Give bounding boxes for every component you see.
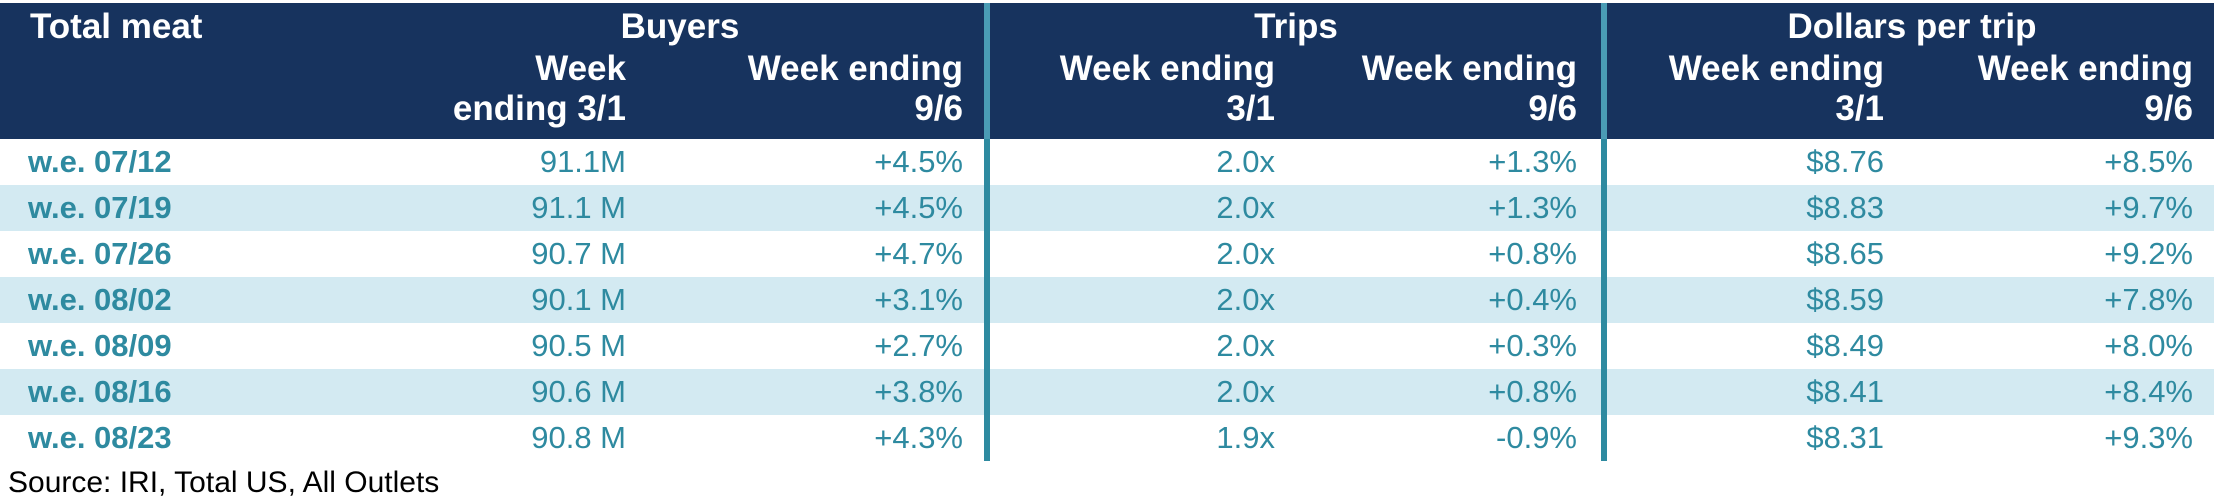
cell: 2.0x xyxy=(1216,282,1275,317)
column-header: 9/6 xyxy=(1528,89,1577,128)
row-label: w.e. 08/16 xyxy=(28,374,172,409)
cell: +3.1% xyxy=(874,282,963,317)
cell: +1.3% xyxy=(1488,190,1577,225)
cell: $8.76 xyxy=(1806,144,1884,179)
column-header: Week ending xyxy=(1668,49,1884,88)
group-header: Trips xyxy=(1254,7,1338,46)
cell: 90.5 M xyxy=(531,328,626,363)
cell: $8.83 xyxy=(1806,190,1884,225)
row-bg xyxy=(0,231,2214,277)
cell: $8.65 xyxy=(1806,236,1884,271)
row-label: w.e. 08/09 xyxy=(28,328,172,363)
row-label: w.e. 07/19 xyxy=(28,190,172,225)
row-label: w.e. 08/02 xyxy=(28,282,172,317)
row-label: w.e. 07/12 xyxy=(28,144,172,179)
cell: $8.31 xyxy=(1806,420,1884,455)
source-note: Source: IRI, Total US, All Outlets xyxy=(8,466,440,499)
row-bg xyxy=(0,323,2214,369)
cell: $8.49 xyxy=(1806,328,1884,363)
cell: 2.0x xyxy=(1216,374,1275,409)
cell: 90.1 M xyxy=(531,282,626,317)
cell: 91.1M xyxy=(539,144,626,179)
column-header: Week ending xyxy=(1361,49,1577,88)
row-label: w.e. 08/23 xyxy=(28,420,172,455)
column-header: 3/1 xyxy=(1835,89,1884,128)
cell: 90.8 M xyxy=(531,420,626,455)
cell: +2.7% xyxy=(874,328,963,363)
cell: +3.8% xyxy=(874,374,963,409)
cell: +8.5% xyxy=(2104,144,2193,179)
cell: +0.8% xyxy=(1488,236,1577,271)
cell: +0.8% xyxy=(1488,374,1577,409)
row-bg xyxy=(0,185,2214,231)
header-bg xyxy=(0,3,2214,139)
group-header: Buyers xyxy=(620,7,740,46)
cell: $8.59 xyxy=(1806,282,1884,317)
cell: +7.8% xyxy=(2104,282,2193,317)
column-header: Week ending xyxy=(1059,49,1275,88)
cell: +8.0% xyxy=(2104,328,2193,363)
cell: 2.0x xyxy=(1216,328,1275,363)
divider xyxy=(1601,139,1607,461)
cell: 90.7 M xyxy=(531,236,626,271)
row-bg xyxy=(0,139,2214,185)
column-header: Week ending xyxy=(747,49,963,88)
column-header: Week ending xyxy=(1977,49,2193,88)
cell: 2.0x xyxy=(1216,190,1275,225)
cell: +9.7% xyxy=(2104,190,2193,225)
column-header: Week xyxy=(535,49,626,88)
cell: 1.9x xyxy=(1216,420,1275,455)
cell: +4.3% xyxy=(874,420,963,455)
cell: +0.3% xyxy=(1488,328,1577,363)
divider xyxy=(1601,3,1607,139)
row-bg xyxy=(0,415,2214,461)
cell: +1.3% xyxy=(1488,144,1577,179)
cell: +4.5% xyxy=(874,144,963,179)
cell: 2.0x xyxy=(1216,236,1275,271)
column-header: 9/6 xyxy=(2144,89,2193,128)
cell: +8.4% xyxy=(2104,374,2193,409)
cell: +9.3% xyxy=(2104,420,2193,455)
cell: +0.4% xyxy=(1488,282,1577,317)
divider xyxy=(984,3,990,139)
cell: 91.1 M xyxy=(531,190,626,225)
column-header: 3/1 xyxy=(1226,89,1275,128)
row-bg xyxy=(0,277,2214,323)
column-header: ending 3/1 xyxy=(452,89,626,128)
table-title: Total meat xyxy=(30,7,203,46)
row-bg xyxy=(0,369,2214,415)
row-label: w.e. 07/26 xyxy=(28,236,172,271)
cell: $8.41 xyxy=(1806,374,1884,409)
cell: +9.2% xyxy=(2104,236,2193,271)
divider xyxy=(984,139,990,461)
cell: 2.0x xyxy=(1216,144,1275,179)
cell: -0.9% xyxy=(1496,420,1577,455)
group-header: Dollars per trip xyxy=(1787,7,2037,46)
cell: +4.7% xyxy=(874,236,963,271)
column-header: 9/6 xyxy=(914,89,963,128)
cell: 90.6 M xyxy=(531,374,626,409)
cell: +4.5% xyxy=(874,190,963,225)
